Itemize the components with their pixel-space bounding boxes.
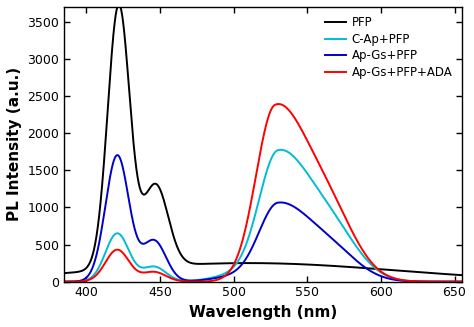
Ap-Gs+PFP+ADA — [214, 278, 219, 282]
Ap-Gs+PFP — [459, 280, 465, 284]
PFP — [231, 261, 237, 265]
PFP — [459, 273, 465, 277]
C-Ap+PFP — [107, 241, 112, 245]
C-Ap+PFP — [130, 257, 136, 261]
C-Ap+PFP — [278, 148, 283, 152]
Ap-Gs+PFP+ADA — [107, 254, 112, 258]
Ap-Gs+PFP — [107, 178, 112, 181]
C-Ap+PFP — [214, 274, 219, 278]
C-Ap+PFP — [459, 280, 465, 284]
PFP — [116, 2, 122, 6]
Line: PFP: PFP — [64, 4, 462, 275]
Ap-Gs+PFP — [130, 221, 136, 225]
Ap-Gs+PFP+ADA — [409, 279, 414, 283]
Legend: PFP, C-Ap+PFP, Ap-Gs+PFP, Ap-Gs+PFP+ADA: PFP, C-Ap+PFP, Ap-Gs+PFP, Ap-Gs+PFP+ADA — [321, 13, 456, 82]
PFP — [214, 262, 220, 266]
Ap-Gs+PFP+ADA — [62, 280, 67, 284]
C-Ap+PFP — [231, 265, 237, 268]
Ap-Gs+PFP+ADA — [130, 265, 136, 269]
Line: Ap-Gs+PFP+ADA: Ap-Gs+PFP+ADA — [64, 104, 462, 282]
C-Ap+PFP — [409, 279, 414, 283]
Ap-Gs+PFP+ADA — [451, 280, 457, 284]
Ap-Gs+PFP — [231, 269, 237, 273]
Ap-Gs+PFP — [451, 280, 457, 284]
Ap-Gs+PFP — [409, 279, 414, 283]
Ap-Gs+PFP — [62, 280, 67, 284]
Ap-Gs+PFP+ADA — [459, 280, 465, 284]
Ap-Gs+PFP+ADA — [231, 262, 237, 266]
Line: Ap-Gs+PFP: Ap-Gs+PFP — [64, 155, 462, 282]
PFP — [409, 270, 414, 274]
Ap-Gs+PFP+ADA — [276, 102, 282, 106]
PFP — [130, 139, 136, 143]
Y-axis label: PL Intensity (a.u.): PL Intensity (a.u.) — [7, 67, 22, 221]
C-Ap+PFP — [62, 280, 67, 284]
C-Ap+PFP — [451, 280, 457, 284]
Line: C-Ap+PFP: C-Ap+PFP — [64, 150, 462, 282]
Ap-Gs+PFP — [214, 276, 220, 280]
Ap-Gs+PFP — [115, 153, 120, 157]
X-axis label: Wavelength (nm): Wavelength (nm) — [189, 305, 337, 320]
PFP — [62, 271, 67, 275]
PFP — [451, 273, 457, 277]
PFP — [107, 80, 112, 84]
